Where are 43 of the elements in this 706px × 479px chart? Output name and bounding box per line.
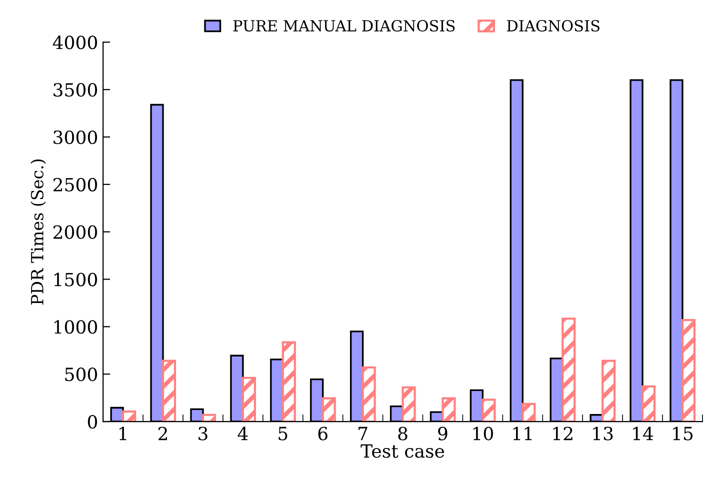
x-tick-label: 14 <box>633 426 654 440</box>
bar <box>322 397 336 422</box>
x-tick-label: 5 <box>278 426 288 440</box>
x-tick-label: 12 <box>553 426 572 440</box>
y-tick-label: 2000 <box>53 225 98 239</box>
bar <box>442 397 456 422</box>
bar <box>522 402 536 422</box>
y-tick-label: 4000 <box>52 36 98 50</box>
x-axis-title: Test case <box>360 444 444 458</box>
y-tick-label: 2500 <box>53 178 98 192</box>
x-tick-label: 4 <box>238 426 248 440</box>
x-tick-label: 15 <box>673 426 693 440</box>
bar <box>242 376 256 422</box>
bar <box>282 341 296 422</box>
x-tick-label: 7 <box>358 426 368 440</box>
bar <box>402 386 416 422</box>
x-tick-label: 1 <box>120 426 126 440</box>
bar <box>202 414 216 422</box>
y-tick-label: 3500 <box>54 83 98 97</box>
y-axis-title: PDR Times (Sec.) <box>30 160 46 305</box>
y-tick-label: 1000 <box>54 320 98 334</box>
bar <box>681 318 696 422</box>
x-tick-label: 2 <box>158 426 167 440</box>
x-tick-label: 8 <box>398 426 408 440</box>
y-tick-label: 500 <box>65 368 98 382</box>
bar <box>362 366 376 422</box>
legend-label: DIAGNOSIS <box>507 20 600 32</box>
x-tick-label: 9 <box>438 426 448 440</box>
x-tick-label: 10 <box>473 426 493 440</box>
y-tick-label: 3000 <box>54 130 98 144</box>
bar <box>122 410 136 422</box>
bar <box>162 360 176 422</box>
bar <box>602 360 616 422</box>
bar <box>562 318 576 422</box>
x-tick-label: 6 <box>318 426 328 440</box>
bar <box>482 398 496 422</box>
x-tick-label: 13 <box>593 426 613 440</box>
x-tick-label: 3 <box>198 426 208 440</box>
y-tick-label: 0 <box>88 414 98 429</box>
x-tick-label: 11 <box>513 426 532 440</box>
legend-label: PURE MANUAL DIAGNOSIS <box>233 20 455 32</box>
bar <box>641 385 656 422</box>
y-tick-label: 1500 <box>54 272 98 286</box>
